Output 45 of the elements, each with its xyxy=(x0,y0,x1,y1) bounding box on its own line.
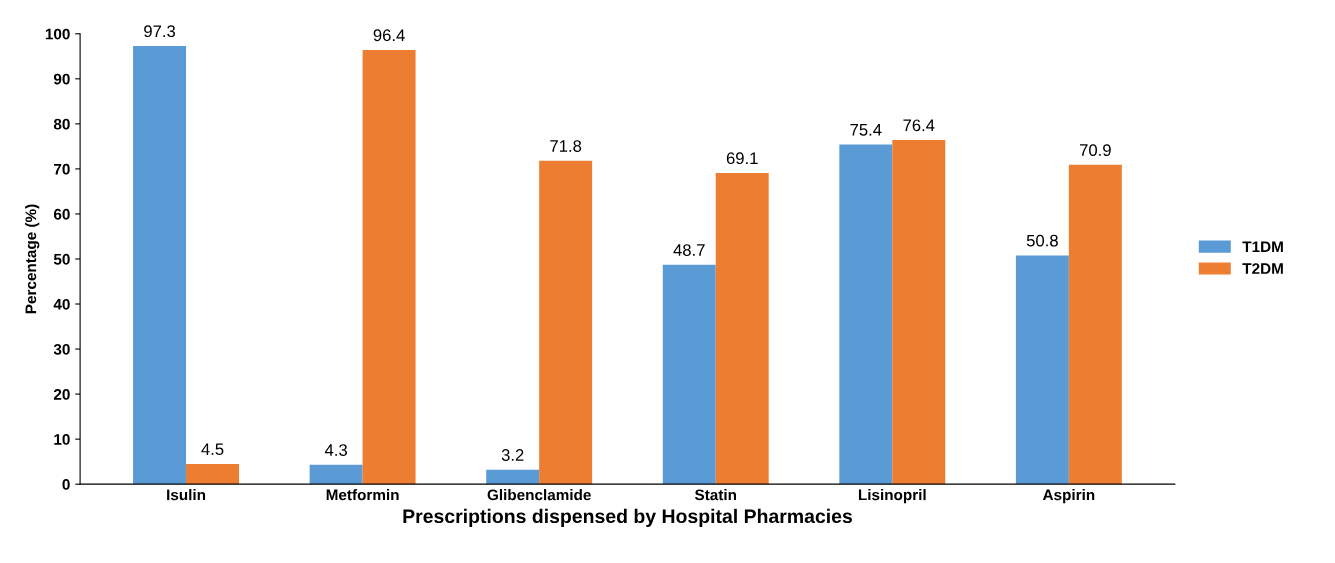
y-tick-label: 50 xyxy=(53,253,70,265)
data-label: 4.3 xyxy=(324,444,347,456)
y-tick-label: 20 xyxy=(53,388,70,400)
data-label: 69.1 xyxy=(726,152,758,165)
data-label: 48.7 xyxy=(673,244,705,256)
x-tick-label: Isulin xyxy=(167,489,206,501)
y-tick-label: 70 xyxy=(54,163,70,175)
y-tick-label: 80 xyxy=(53,118,70,130)
x-tick-label: Aspirin xyxy=(1042,489,1095,504)
bar xyxy=(1068,164,1122,485)
y-tick-label: 30 xyxy=(53,343,70,355)
y-tick-label: 90 xyxy=(53,73,70,85)
x-tick-label: Lisinopril xyxy=(858,489,926,504)
bar xyxy=(839,144,893,485)
data-label: 76.4 xyxy=(903,119,935,132)
y-tick-label: 0 xyxy=(62,479,70,490)
bar xyxy=(662,264,716,485)
bar xyxy=(1015,255,1069,485)
data-label: 97.3 xyxy=(144,25,176,38)
bar xyxy=(186,463,240,485)
data-label: 3.2 xyxy=(501,449,524,461)
y-tick-label: 10 xyxy=(54,434,70,445)
data-label: 71.8 xyxy=(550,140,582,152)
data-label: 4.5 xyxy=(201,443,224,456)
y-axis-title: Percentage (%) xyxy=(25,204,40,314)
y-tick-label: 60 xyxy=(53,208,70,220)
x-axis-title: Prescriptions dispensed by Hospital Pharmacies xyxy=(403,508,852,527)
y-tick-label: 100 xyxy=(45,28,70,40)
y-tick-label: 40 xyxy=(53,298,70,310)
x-tick-label: Metformin xyxy=(326,489,399,501)
bar xyxy=(892,140,946,485)
bar xyxy=(715,172,769,485)
legend-label: T1DM xyxy=(1242,241,1283,252)
bar xyxy=(486,469,540,485)
data-label: 50.8 xyxy=(1026,234,1058,247)
bar xyxy=(309,464,363,485)
bar xyxy=(133,45,187,485)
legend-label: T2DM xyxy=(1242,263,1283,274)
data-label: 96.4 xyxy=(373,29,405,42)
bar xyxy=(362,49,416,485)
bar xyxy=(539,160,593,485)
x-tick-label: Statin xyxy=(694,489,737,501)
data-label: 75.4 xyxy=(850,124,882,136)
x-tick-label: Glibenclamide xyxy=(487,489,591,501)
data-label: 70.9 xyxy=(1079,144,1111,156)
